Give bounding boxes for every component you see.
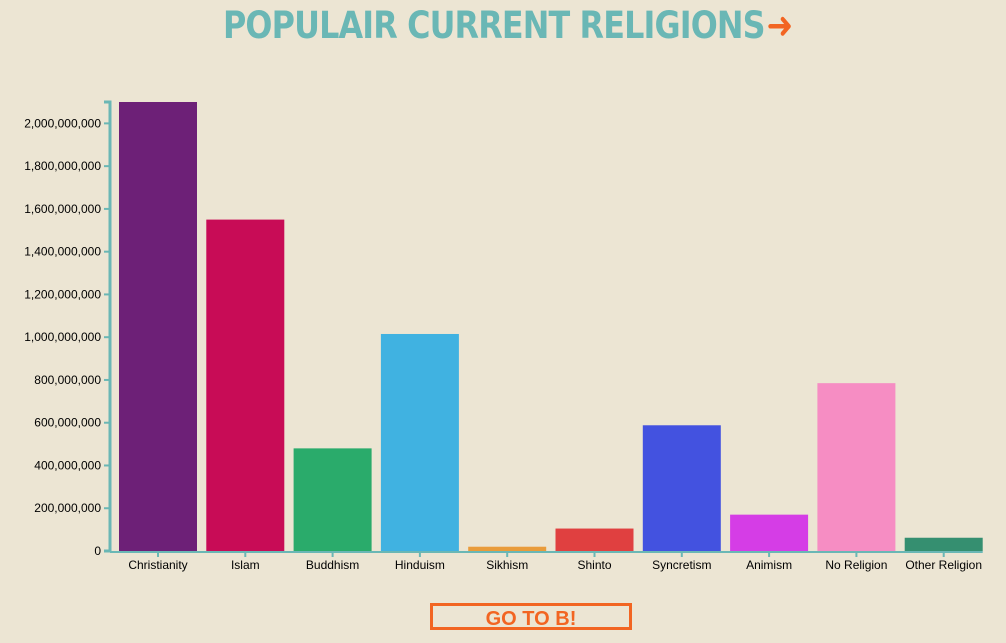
bar-other-religion — [904, 537, 983, 551]
x-axis: Christianity Islam Buddhism Hinduism Sikhism… — [110, 551, 983, 572]
bars-group — [119, 102, 983, 551]
go-to-b-button[interactable]: GO TO B! — [430, 603, 632, 630]
bar-syncretism — [642, 425, 721, 551]
y-tick-label: 600,000,000 — [34, 416, 101, 430]
bar-islam — [206, 219, 285, 551]
bar-chart: 0 200,000,000 400,000,000 600,000,000 800,00… — [24, 100, 983, 572]
bar-animism — [730, 514, 809, 551]
page-title-text: POPULAIR CURRENT RELIGIONS — [222, 4, 766, 47]
x-tick-label: Sikhism — [486, 558, 528, 572]
y-tick-label: 200,000,000 — [34, 501, 101, 515]
y-tick-label: 1,200,000,000 — [24, 287, 101, 301]
x-tick-label: Islam — [231, 558, 260, 572]
y-tick-label: 400,000,000 — [34, 458, 101, 472]
x-tick-label: Syncretism — [652, 558, 711, 572]
x-tick-label: No Religion — [825, 558, 887, 572]
x-tick-label: Hinduism — [395, 558, 445, 572]
bar-buddhism — [293, 448, 372, 551]
arrow-right-icon[interactable]: ➜ — [766, 4, 793, 47]
x-tick-label: Animism — [746, 558, 792, 572]
x-tick-label: Buddhism — [306, 558, 359, 572]
y-axis: 0 200,000,000 400,000,000 600,000,000 800,00… — [24, 100, 112, 558]
y-tick-label: 1,400,000,000 — [24, 245, 101, 259]
bar-no-religion — [817, 383, 896, 551]
bar-sikhism — [468, 546, 547, 551]
y-tick-label: 0 — [94, 544, 101, 558]
y-tick-label: 1,000,000,000 — [24, 330, 101, 344]
y-tick-label: 800,000,000 — [34, 373, 101, 387]
x-tick-label: Shinto — [577, 558, 611, 572]
y-tick-label: 1,800,000,000 — [24, 159, 101, 173]
x-tick-label: Christianity — [128, 558, 187, 572]
page-title: POPULAIR CURRENT RELIGIONS➜ — [75, 4, 940, 47]
bar-hinduism — [380, 333, 459, 551]
bar-christianity — [119, 102, 197, 551]
y-tick-label: 2,000,000,000 — [24, 116, 101, 130]
x-tick-label: Other Religion — [905, 558, 982, 572]
y-tick-label: 1,600,000,000 — [24, 202, 101, 216]
bar-shinto — [555, 528, 634, 551]
